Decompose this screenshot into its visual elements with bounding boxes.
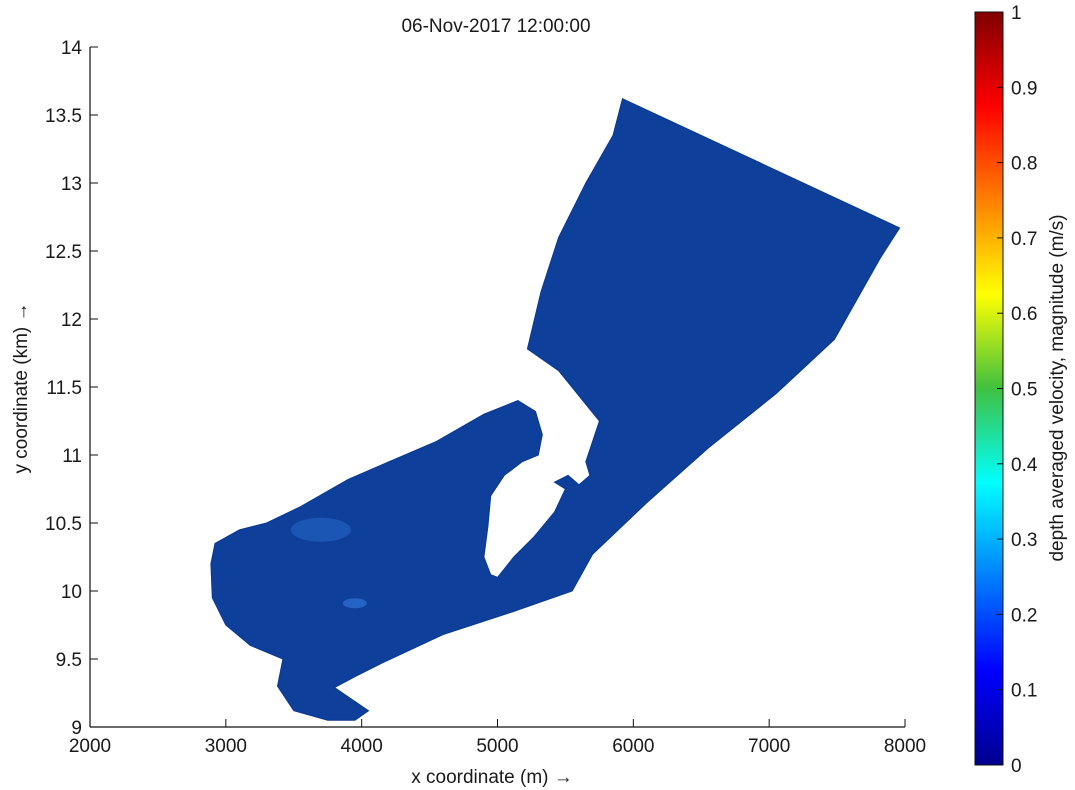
velocity-highlight xyxy=(290,517,351,542)
y-tick-label: 12 xyxy=(61,310,82,331)
colorbar-tick-label: 0.1 xyxy=(1011,681,1037,702)
x-tick-label: 2000 xyxy=(69,736,111,757)
y-tick-label: 9 xyxy=(71,718,82,739)
x-tick-label: 7000 xyxy=(748,736,790,757)
x-tick-label: 5000 xyxy=(476,736,518,757)
colorbar-tick-label: 0.4 xyxy=(1011,455,1038,476)
colorbar-tick-label: 0.7 xyxy=(1011,229,1037,250)
colorbar-tick-label: 0 xyxy=(1011,756,1022,777)
y-tick-label: 10 xyxy=(61,582,82,603)
x-tick-label: 3000 xyxy=(205,736,247,757)
y-tick-label: 11 xyxy=(62,446,82,467)
y-axis-label: y coordinate (km) → xyxy=(11,302,32,473)
x-axis-label: x coordinate (m) → xyxy=(411,767,573,788)
colorbar-ticks: 0 0.1 0.2 0.3 0.4 0.5 0.6 0.7 0.8 0.9 1 xyxy=(997,3,1038,777)
y-axis-ticks: 9 9.5 10 10.5 11 11.5 12 12.5 13 13.5 14 xyxy=(45,38,98,739)
y-tick-label: 12.5 xyxy=(45,242,82,263)
chart-title: 06-Nov-2017 12:00:00 xyxy=(401,16,590,37)
colorbar-tick-label: 0.5 xyxy=(1011,380,1037,401)
colorbar-tick-label: 0.8 xyxy=(1011,154,1037,175)
y-tick-label: 14 xyxy=(61,38,83,59)
colorbar: 0 0.1 0.2 0.3 0.4 0.5 0.6 0.7 0.8 0.9 1 xyxy=(974,3,1038,777)
colorbar-tick-label: 0.9 xyxy=(1011,78,1037,99)
colorbar-tick-label: 0.3 xyxy=(1011,530,1037,551)
x-tick-label: 4000 xyxy=(341,736,383,757)
colorbar-label: depth averaged velocity, magnitude (m/s) xyxy=(1047,214,1068,561)
y-tick-label: 11.5 xyxy=(46,378,82,399)
colorbar-tick-label: 0.2 xyxy=(1011,605,1037,626)
y-tick-label: 13.5 xyxy=(45,106,82,127)
colorbar-tick-label: 0.6 xyxy=(1011,304,1037,325)
x-tick-label: 6000 xyxy=(612,736,654,757)
y-tick-label: 9.5 xyxy=(56,650,82,671)
colorbar-tick-label: 1 xyxy=(1011,3,1022,24)
x-tick-label: 8000 xyxy=(884,736,926,757)
y-tick-label: 10.5 xyxy=(45,514,82,535)
x-axis-ticks: 2000 3000 4000 5000 6000 7000 8000 xyxy=(69,719,926,757)
velocity-highlight xyxy=(342,598,367,609)
plot-area: 2000 3000 4000 5000 6000 7000 8000 9 9.5 10 10.5 1… xyxy=(45,38,926,757)
y-tick-label: 13 xyxy=(61,174,82,195)
velocity-field-domain xyxy=(210,97,901,721)
